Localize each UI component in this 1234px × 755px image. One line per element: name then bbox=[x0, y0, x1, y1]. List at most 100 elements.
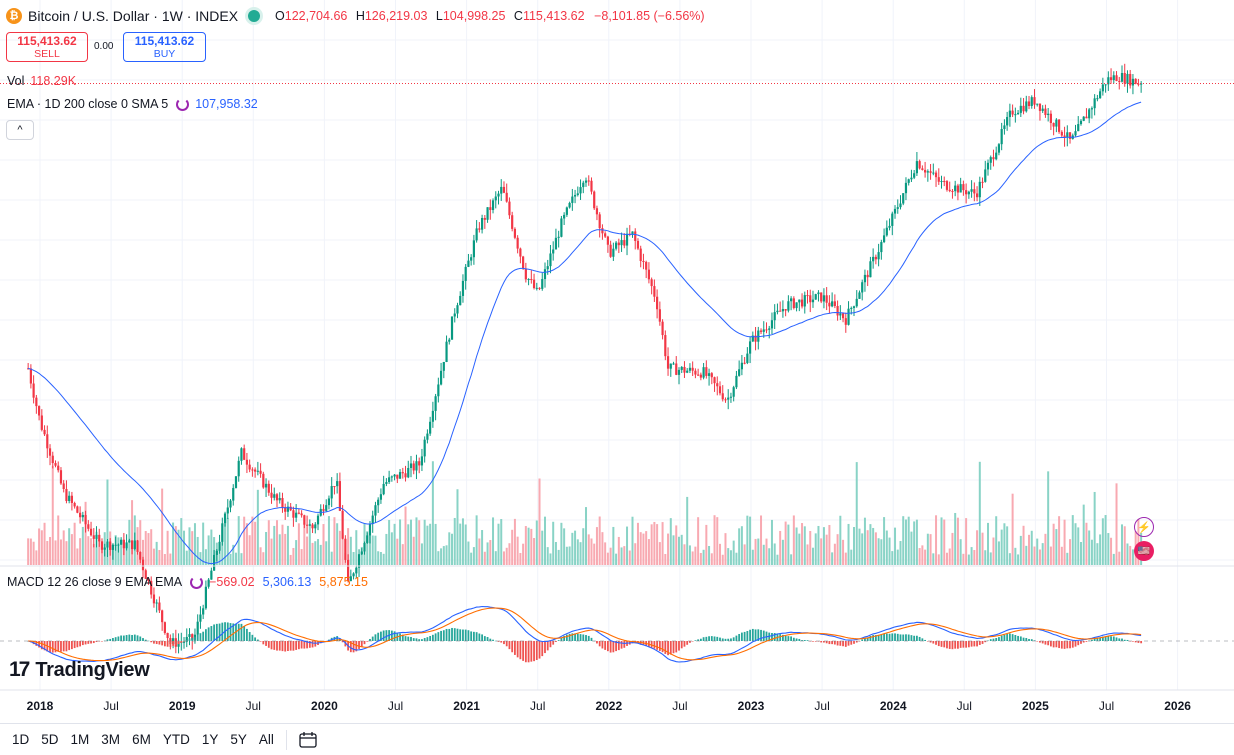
volume-bar bbox=[987, 522, 989, 565]
volume-bar bbox=[456, 489, 459, 565]
candle-body bbox=[721, 393, 724, 400]
volume-bar bbox=[601, 532, 604, 565]
volume-bar bbox=[472, 547, 475, 565]
macd-hist-bar bbox=[308, 641, 311, 648]
candle-body bbox=[489, 207, 492, 211]
candle-body bbox=[1079, 120, 1083, 125]
volume-bar bbox=[549, 553, 552, 565]
candle-body bbox=[431, 410, 434, 422]
volume-bar bbox=[188, 527, 191, 565]
candle-body bbox=[565, 207, 568, 215]
ema-legend[interactable]: EMA · 1D 200 close 0 SMA 5 107,958.32 bbox=[7, 97, 258, 111]
macd-hist-bar bbox=[771, 632, 773, 641]
candle-body bbox=[636, 240, 640, 249]
tf-1d[interactable]: 1D bbox=[12, 732, 30, 747]
macd-hist-bar bbox=[803, 640, 806, 641]
volume-bar bbox=[1101, 518, 1104, 565]
lightning-icon[interactable]: ⚡ bbox=[1134, 517, 1154, 537]
macd-hist-bar bbox=[754, 629, 757, 641]
x-tick-label: Jul bbox=[103, 699, 118, 713]
volume-bar bbox=[688, 545, 691, 565]
candle-body bbox=[251, 469, 254, 471]
tf-5y[interactable]: 5Y bbox=[230, 732, 247, 747]
volume-bar bbox=[656, 524, 659, 565]
tf-5d[interactable]: 5D bbox=[41, 732, 59, 747]
volume-bar bbox=[29, 538, 32, 565]
macd-hist-bar bbox=[921, 638, 924, 641]
macd-legend[interactable]: MACD 12 26 close 9 EMA EMA −569.02 5,306… bbox=[7, 575, 368, 589]
macd-hist-bar bbox=[571, 633, 574, 641]
macd-hist-bar bbox=[284, 641, 287, 652]
x-axis: 2018 Jul 2019 Jul 2020 Jul 2021 Jul 2022 Jul 2023 J… bbox=[27, 699, 1192, 713]
candle-body bbox=[68, 495, 71, 502]
candle-body bbox=[997, 144, 1001, 153]
macd-hist-bar bbox=[169, 641, 172, 647]
volume-bar bbox=[92, 543, 95, 565]
market-status-icon[interactable] bbox=[248, 10, 261, 22]
tf-3m[interactable]: 3M bbox=[101, 732, 121, 747]
volume-bar bbox=[265, 531, 268, 565]
volume-bar bbox=[390, 532, 393, 565]
candle-body bbox=[1014, 114, 1017, 116]
macd-hist-bar bbox=[185, 639, 188, 641]
candle-body bbox=[360, 551, 363, 555]
macd-hist-bar bbox=[650, 641, 653, 648]
buy-button[interactable]: 115,413.62 BUY bbox=[123, 32, 206, 62]
symbol-title[interactable]: Bitcoin / U.S. Dollar · 1W · INDEX bbox=[28, 8, 239, 24]
volume-bar bbox=[70, 534, 73, 565]
macd-hist-bar bbox=[530, 641, 533, 662]
macd-hist-bar bbox=[861, 639, 864, 641]
volume-bar bbox=[95, 531, 98, 565]
candle-body bbox=[522, 256, 525, 269]
macd-hist-bar bbox=[812, 641, 814, 642]
volume-bar bbox=[286, 525, 289, 565]
collapse-legend-button[interactable]: ^ bbox=[6, 120, 34, 140]
candle-body bbox=[751, 335, 754, 342]
volume-bar bbox=[431, 461, 434, 565]
candle-body bbox=[243, 448, 246, 460]
candle-body bbox=[120, 539, 123, 545]
volume-bar bbox=[926, 533, 929, 565]
x-tick-label: 2024 bbox=[880, 699, 907, 713]
volume-bar bbox=[595, 527, 598, 565]
volume-bar bbox=[492, 517, 495, 565]
macd-hist-bar bbox=[494, 640, 497, 642]
candle-body bbox=[478, 228, 481, 230]
candle-body bbox=[76, 506, 79, 513]
candle-body bbox=[590, 180, 593, 192]
macd-hist-bar bbox=[691, 641, 694, 642]
volume-bar bbox=[199, 552, 202, 565]
tf-all[interactable]: All bbox=[258, 732, 274, 747]
macd-hist-bar bbox=[314, 641, 317, 647]
volume-bar bbox=[502, 551, 505, 565]
volume-bar bbox=[207, 535, 210, 565]
volume-bar bbox=[349, 536, 352, 565]
us-flag-icon[interactable]: 🇺🇸 bbox=[1134, 541, 1154, 561]
sell-button[interactable]: 115,413.62 SELL bbox=[6, 32, 88, 62]
volume-bar bbox=[669, 518, 672, 565]
volume-legend[interactable]: Vol 118.29K bbox=[7, 74, 76, 88]
calendar-icon[interactable] bbox=[299, 731, 317, 748]
macd-hist-bar bbox=[902, 634, 905, 641]
volume-bar bbox=[292, 547, 295, 565]
macd-hist-bar bbox=[377, 632, 380, 641]
tf-ytd[interactable]: YTD bbox=[162, 732, 190, 747]
candle-body bbox=[587, 180, 590, 182]
tf-1m[interactable]: 1M bbox=[70, 732, 90, 747]
macd-hist-bar bbox=[472, 631, 475, 641]
open-label: O bbox=[275, 9, 285, 23]
candle-body bbox=[896, 207, 899, 209]
candle-body bbox=[43, 429, 46, 435]
macd-hist-bar bbox=[1058, 641, 1060, 649]
candle-body bbox=[177, 641, 180, 647]
macd-hist-bar bbox=[740, 632, 743, 641]
macd-hist-bar bbox=[926, 641, 929, 642]
tf-1y[interactable]: 1Y bbox=[201, 732, 219, 747]
volume-bar bbox=[664, 553, 667, 565]
volume-bar bbox=[885, 530, 888, 565]
volume-bar bbox=[256, 489, 259, 565]
tf-6m[interactable]: 6M bbox=[132, 732, 151, 747]
macd-hist-bar bbox=[680, 641, 683, 649]
macd-hist-bar bbox=[820, 641, 823, 643]
